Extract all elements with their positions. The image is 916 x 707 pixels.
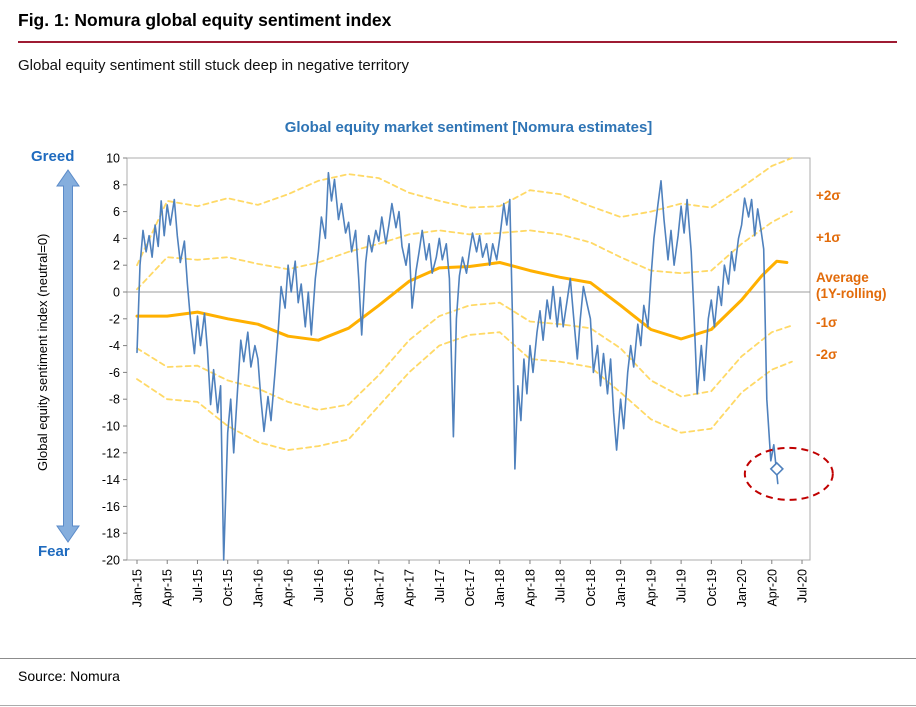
x-tick-label: Jul-18 <box>554 569 568 603</box>
band-plus-1sd <box>136 210 793 291</box>
annotation-average-line1: Average <box>816 270 869 285</box>
band-minus-2sd <box>136 331 793 452</box>
x-tick-label: Oct-15 <box>221 569 235 607</box>
x-tick-label: Jan-18 <box>493 569 507 607</box>
x-tick-label: Jul-16 <box>312 569 326 603</box>
x-tick-label: Jan-16 <box>251 569 265 607</box>
y-tick-label: -6 <box>109 366 120 380</box>
figure-subtitle: Global equity sentiment still stuck deep… <box>18 57 410 74</box>
annotation-plus-2sigma: +2σ <box>816 188 841 203</box>
x-tick-label: Jul-15 <box>191 569 205 603</box>
x-tick-label: Jul-17 <box>433 569 447 603</box>
x-tick-label: Jul-20 <box>796 569 810 603</box>
footer-divider <box>0 658 916 659</box>
x-tick-label: Jan-19 <box>614 569 628 607</box>
x-tick-label: Apr-18 <box>523 569 537 607</box>
highlight-ellipse <box>743 446 834 501</box>
figure-title: Fig. 1: Nomura global equity sentiment i… <box>18 10 392 30</box>
x-tick-label: Apr-19 <box>644 569 658 607</box>
sentiment-chart: 10 8 6 4 2 0 -2 -4 -6 -8 -10 -12 -14 -16 -18 -20 Jan-15 A… <box>56 152 834 607</box>
y-tick-label: -10 <box>102 420 120 434</box>
y-tick-label: 0 <box>113 286 120 300</box>
x-tick-label: Oct-19 <box>705 569 719 607</box>
y-tick-label: -18 <box>102 527 120 541</box>
y-tick-label: 10 <box>106 152 120 166</box>
x-tick-label: Jan-17 <box>372 569 386 607</box>
sentiment-line <box>136 171 779 561</box>
bottom-divider <box>0 705 916 706</box>
greed-fear-arrow-icon <box>56 169 80 543</box>
x-tick-label: Jan-15 <box>131 569 145 607</box>
y-tick-label: -12 <box>102 446 120 460</box>
y-tick-label: 8 <box>113 178 120 192</box>
band-minus-1sd <box>136 301 793 411</box>
y-tick-label: 4 <box>113 232 120 246</box>
source-note: Source: Nomura <box>18 668 120 684</box>
title-divider <box>18 41 897 43</box>
y-tick-label: 6 <box>113 205 120 219</box>
x-tick-label: Oct-16 <box>342 569 356 607</box>
x-tick-label: Oct-18 <box>584 569 598 607</box>
y-tick-label: -4 <box>109 339 120 353</box>
annotation-average-line2: (1Y-rolling) <box>816 286 887 301</box>
chart-title: Global equity market sentiment [Nomura e… <box>284 119 653 136</box>
y-tick-label: -20 <box>102 554 120 568</box>
plot-border <box>126 157 811 561</box>
x-tick-label: Apr-15 <box>161 569 175 607</box>
annotation-minus-1sigma: -1σ <box>816 315 838 330</box>
greed-label: Greed <box>31 148 75 165</box>
y-tick-label: -2 <box>109 312 120 326</box>
y-tick-label: 2 <box>113 259 120 273</box>
x-tick-label: Apr-16 <box>282 569 296 607</box>
x-tick-label: Apr-20 <box>765 569 779 607</box>
average-line <box>135 259 789 342</box>
x-tick-label: Jul-19 <box>675 569 689 603</box>
y-tick-label: -8 <box>109 393 120 407</box>
band-plus-2sd <box>136 157 793 267</box>
annotation-minus-2sigma: -2σ <box>816 347 838 362</box>
y-tick-label: -16 <box>102 500 120 514</box>
fear-label: Fear <box>38 543 70 560</box>
y-tick-label: -14 <box>102 473 120 487</box>
x-tick-label: Oct-17 <box>463 569 477 607</box>
annotation-plus-1sigma: +1σ <box>816 230 841 245</box>
x-tick-label: Apr-17 <box>403 569 417 607</box>
x-tick-label: Jan-20 <box>735 569 749 607</box>
latest-value-marker <box>769 461 784 477</box>
